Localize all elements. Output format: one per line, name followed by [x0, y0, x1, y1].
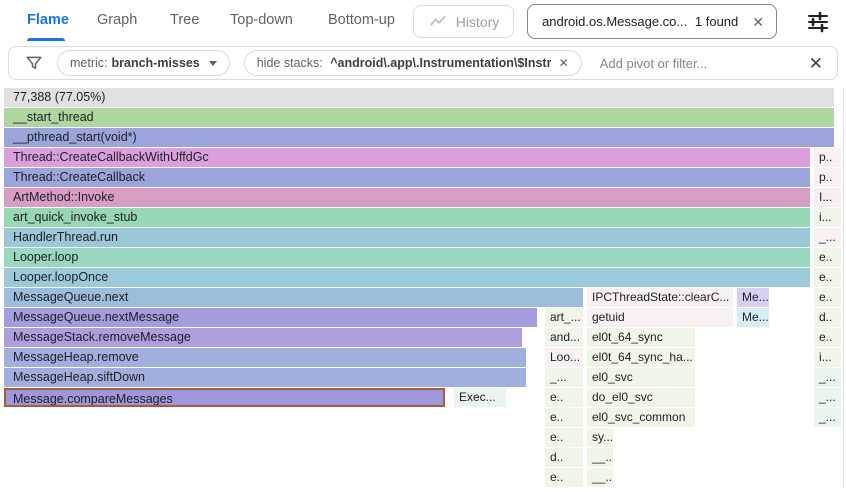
flame-frame[interactable]: __pthread_start(void*)	[4, 128, 834, 147]
flame-frame[interactable]: el0t_64_sync_ha...	[587, 348, 695, 367]
flame-frame[interactable]: and...	[545, 328, 583, 347]
flame-frame[interactable]: MessageQueue.next	[4, 288, 583, 307]
flame-frame[interactable]: __...	[587, 468, 613, 487]
flame-frame[interactable]: _...	[814, 228, 841, 247]
flame-frame[interactable]: _...	[545, 368, 583, 387]
flame-frame[interactable]: art_quick_invoke_stub	[4, 208, 810, 227]
filter-funnel-icon	[26, 56, 42, 69]
flame-frame[interactable]: _...	[814, 368, 841, 387]
flame-frame[interactable]: getuid	[587, 308, 733, 327]
hide-stacks-chip-text: hide stacks: ^android\.app\.Instrumentat…	[256, 56, 551, 70]
filter-bar-clear-icon[interactable]: ✕	[808, 53, 823, 73]
flame-frame[interactable]: e..	[545, 468, 583, 487]
flame-frame[interactable]: p..	[814, 168, 841, 187]
tab-tree[interactable]: Tree	[170, 12, 200, 28]
flame-frame[interactable]: IPCThreadState::clearC...	[587, 288, 733, 307]
flame-frame[interactable]: _...	[814, 408, 841, 427]
flame-frame[interactable]: HandlerThread.run	[4, 228, 810, 247]
flame-frame[interactable]: p..	[814, 148, 841, 167]
metric-filter-chip[interactable]: metric: branch-misses	[57, 50, 230, 76]
flame-frame[interactable]: MessageQueue.nextMessage	[4, 308, 537, 327]
flame-frame[interactable]: Me...	[737, 308, 769, 327]
flame-frame[interactable]: el0_svc	[587, 368, 695, 387]
flame-frame-selected[interactable]: Message.compareMessages	[4, 388, 445, 407]
flame-frame[interactable]: _...	[814, 388, 841, 407]
tab-top-down[interactable]: Top-down	[230, 12, 293, 28]
tab-flame[interactable]: Flame	[27, 12, 69, 28]
flame-frame[interactable]: Thread::CreateCallback	[4, 168, 810, 187]
flame-frame[interactable]: __...	[587, 448, 613, 467]
flame-frame[interactable]: e..	[814, 268, 841, 287]
flame-frame[interactable]: Loo...	[545, 348, 583, 367]
flame-frame[interactable]: Me...	[737, 288, 769, 307]
flame-frame[interactable]: MessageStack.removeMessage	[4, 328, 522, 347]
pivot-filter-input[interactable]: Add pivot or filter...	[599, 55, 708, 71]
flame-frame[interactable]: d..	[814, 308, 841, 327]
search-clear-icon[interactable]: ✕	[752, 13, 764, 30]
flame-frame[interactable]: art_...	[545, 308, 583, 327]
flame-frame[interactable]: i...	[814, 348, 841, 367]
tab-bottom-up[interactable]: Bottom-up	[328, 12, 395, 28]
flame-frame[interactable]: el0_svc_common	[587, 408, 695, 427]
flame-frame[interactable]: e..	[814, 288, 841, 307]
flame-frame[interactable]: i...	[814, 208, 841, 227]
chevron-down-icon	[208, 60, 217, 66]
flame-frame[interactable]: e..	[814, 328, 841, 347]
flame-frame[interactable]: e..	[545, 428, 583, 447]
flame-frame[interactable]: e..	[545, 408, 583, 427]
flame-frame[interactable]: I...	[814, 188, 841, 207]
flame-frame[interactable]: Exec...	[454, 388, 506, 407]
flame-frame[interactable]: el0t_64_sync	[587, 328, 695, 347]
history-chart-icon	[430, 15, 446, 25]
right-divider	[843, 88, 844, 487]
flame-frame[interactable]: 77,388 (77.05%)	[4, 88, 834, 107]
filter-bar: metric: branch-misses hide stacks: ^andr…	[8, 46, 838, 80]
flame-frame[interactable]: MessageHeap.remove	[4, 348, 526, 367]
flame-frame[interactable]: MessageHeap.siftDown	[4, 368, 526, 387]
flame-frame[interactable]: Looper.loopOnce	[4, 268, 810, 287]
flame-frame[interactable]: ArtMethod::Invoke	[4, 188, 810, 207]
flame-frame[interactable]: __start_thread	[4, 108, 834, 127]
flame-frame[interactable]: e..	[545, 388, 583, 407]
metric-chip-label: metric:	[70, 56, 108, 70]
search-box[interactable]: android.os.Message.co... 1 found ✕	[527, 4, 777, 39]
hide-stacks-filter-chip[interactable]: hide stacks: ^android\.app\.Instrumentat…	[243, 50, 582, 76]
tab-graph[interactable]: Graph	[97, 12, 138, 28]
flame-frame[interactable]: Thread::CreateCallbackWithUffdGc	[4, 148, 810, 167]
history-label: History	[455, 13, 500, 30]
search-found-count: 1 found	[694, 14, 739, 29]
flame-frame[interactable]: d..	[545, 448, 583, 467]
flame-frame[interactable]: Looper.loop	[4, 248, 810, 267]
flame-frame[interactable]: do_el0_svc	[587, 388, 695, 407]
flame-frame[interactable]: sy...	[587, 428, 613, 447]
search-input[interactable]: android.os.Message.co...	[542, 14, 687, 29]
tune-settings-icon[interactable]	[806, 10, 830, 34]
active-tab-underline	[27, 38, 65, 41]
chip-remove-icon[interactable]: ✕	[558, 56, 569, 70]
top-bar: Flame Graph Tree Top-down Bottom-up Hist…	[0, 0, 846, 44]
flame-frame[interactable]: e..	[814, 248, 841, 267]
history-button[interactable]: History	[413, 5, 514, 38]
metric-chip-value: branch-misses	[111, 56, 200, 70]
flame-graph[interactable]: 77,388 (77.05%) __start_thread __pthread_s…	[0, 88, 846, 488]
